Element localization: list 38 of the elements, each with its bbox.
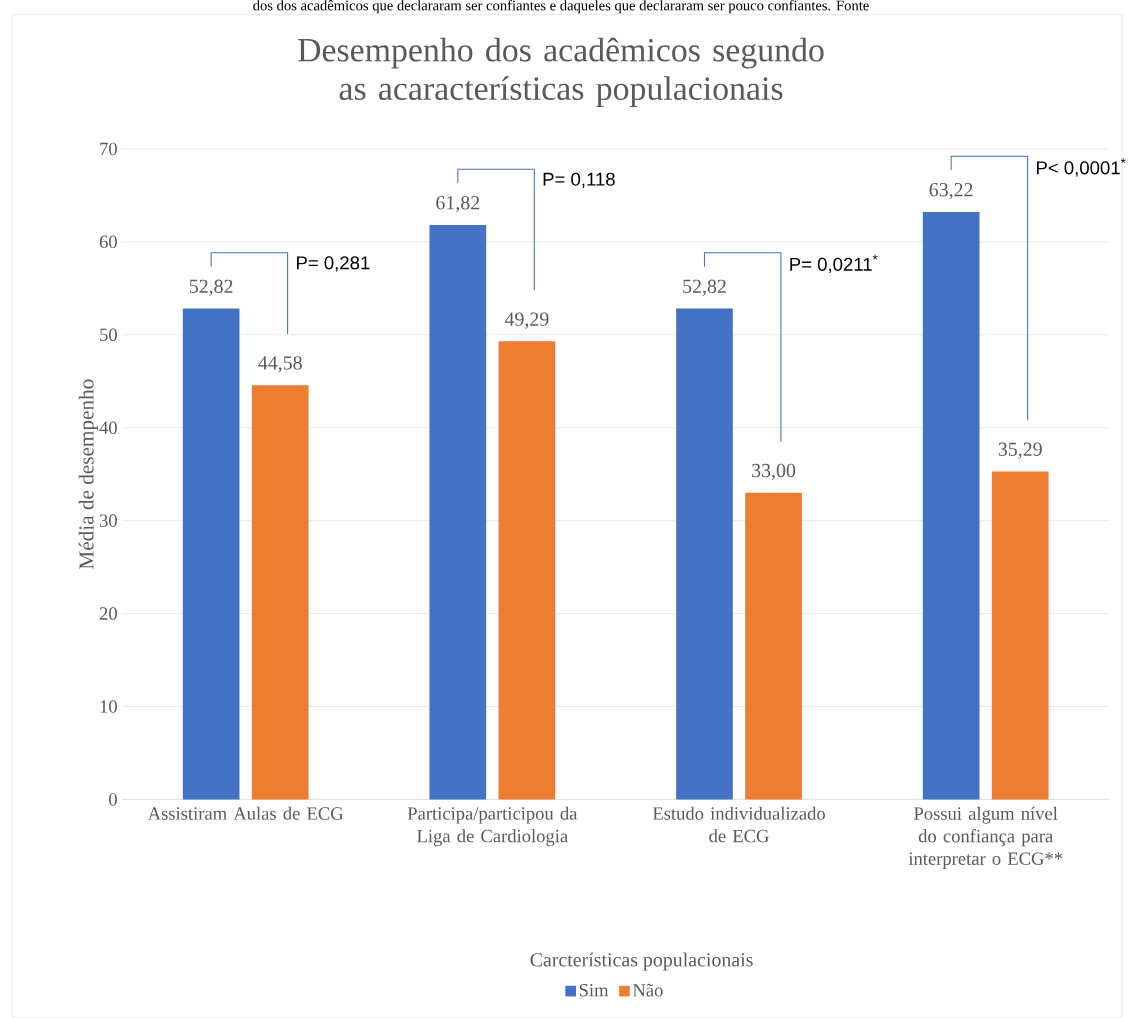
bar <box>991 471 1049 800</box>
data-label: 44,58 <box>258 356 302 373</box>
data-label: 63,22 <box>929 182 973 200</box>
legend-label: Sim <box>579 983 609 997</box>
data-label: 61,82 <box>436 195 480 213</box>
data-label: 52,82 <box>683 279 726 296</box>
y-tick-label: 70 <box>100 142 117 156</box>
text: dos dos acadêmicos que declararam ser confiantes e daqueles que declararam ser pouco confiantes. Fonte <box>253 0 869 14</box>
data-label: 33,00 <box>752 463 796 480</box>
x-tick-label: Possui algum nível do confiança para interpretar o ECG** <box>908 806 1063 869</box>
bar <box>745 492 802 800</box>
annotation: P= 0,281 <box>296 256 370 272</box>
bar <box>429 224 487 800</box>
bar <box>182 308 240 800</box>
y-tick-label: 40 <box>99 421 117 434</box>
bar <box>922 211 980 800</box>
x-tick-label: Estudo individualizado de ECG <box>652 806 825 843</box>
data-label: 35,29 <box>998 442 1042 459</box>
data-label: 49,29 <box>504 312 549 329</box>
x-tick-label: Participa/participou da Liga de Cardiologia <box>407 806 578 847</box>
bar <box>251 385 309 800</box>
y-tick-label: 0 <box>109 793 117 806</box>
y-tick-label: 20 <box>99 607 117 620</box>
legend-title: Carcterísticas populacionais <box>530 952 753 971</box>
annotation: P= 0,0211$^{*}$ <box>790 254 878 273</box>
bar <box>676 308 733 800</box>
y-tick-label: 50 <box>100 328 117 341</box>
chart-title: Desempenho dos acadêmicos segundo as acaracterísticas populacionais <box>298 37 824 107</box>
y-tick-label: 10 <box>100 700 117 713</box>
data-label: 52,82 <box>189 279 233 296</box>
y-axis-title: Média de desempenho <box>78 379 98 569</box>
annotation: P= 0,118 <box>543 172 615 188</box>
bar <box>498 341 556 800</box>
legend-label: Não <box>632 983 663 997</box>
annotation: P< 0,0001$^{*}$ <box>1036 158 1126 177</box>
x-tick-label: Assistiram Aulas de ECG <box>147 806 344 820</box>
y-tick-label: 30 <box>99 514 117 527</box>
y-tick-label: 60 <box>99 235 117 248</box>
